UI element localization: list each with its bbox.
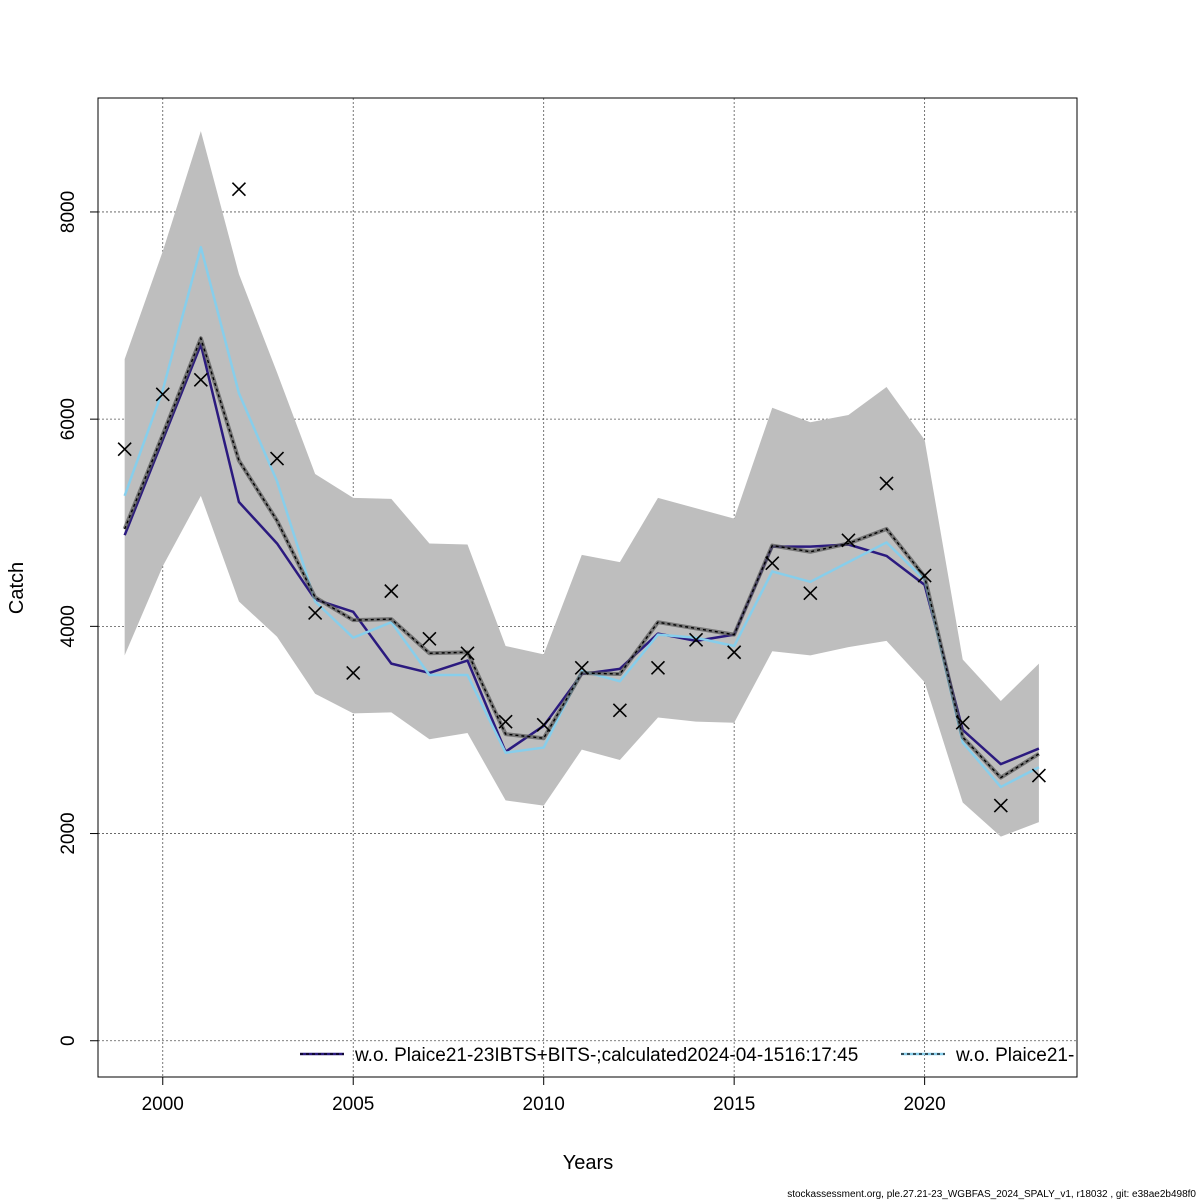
confidence-band-layer [124, 131, 1039, 837]
observation-point [384, 584, 399, 599]
x-tick-label: 2010 [523, 1094, 565, 1115]
observation-point [650, 660, 666, 675]
observation-point [803, 586, 818, 601]
x-axis: 2000 2005 2010 2015 2020 [142, 1077, 946, 1115]
observation-point [269, 451, 285, 466]
observation-point [346, 665, 361, 681]
footer-text: stockassessment.org, ple.27.21-23_WGBFAS… [787, 1189, 1196, 1200]
series-line-2 [123, 245, 1040, 789]
observation-point [536, 717, 551, 732]
legend-label-series-2: w.o. Plaice21- [955, 1045, 1074, 1066]
x-tick-label: 2015 [713, 1094, 755, 1115]
observation-point [460, 646, 475, 661]
observation-point [117, 442, 132, 457]
y-tick-label: 2000 [58, 812, 79, 854]
observation-point [955, 715, 970, 730]
observation-point [1031, 768, 1046, 783]
x-tick-label: 2000 [142, 1094, 184, 1115]
y-tick-label: 4000 [58, 605, 79, 647]
observation-point [993, 798, 1008, 813]
x-axis-title: Years [563, 1152, 613, 1174]
observation-point [193, 372, 208, 387]
y-axis: 0 2000 4000 6000 8000 [58, 191, 98, 1046]
x-tick-label: 2020 [903, 1094, 945, 1115]
observation-point [727, 645, 742, 660]
observation-point [689, 632, 704, 647]
observation-point [498, 714, 513, 729]
observation-point [574, 660, 589, 675]
observation-point [155, 387, 170, 402]
y-axis-title: Catch [6, 562, 28, 614]
observation-point [422, 631, 437, 646]
plot-frame [97, 97, 1078, 1078]
confidence-band [124, 131, 1039, 837]
legend: w.o. Plaice21-23IBTS+BITS-;calculated202… [300, 1045, 1074, 1066]
observation-point [917, 568, 932, 583]
observation-point [765, 556, 780, 571]
reference-line [124, 336, 1040, 779]
observation-layer [117, 182, 1046, 813]
observation-point [879, 476, 894, 491]
observation-point [308, 605, 323, 620]
x-tick-label: 2005 [332, 1094, 374, 1115]
y-tick-label: 0 [58, 1035, 79, 1046]
y-tick-label: 6000 [58, 398, 79, 440]
observation-point [231, 182, 247, 197]
observation-point [841, 533, 856, 548]
y-tick-label: 8000 [58, 191, 79, 233]
legend-label-series-1: w.o. Plaice21-23IBTS+BITS-;calculated202… [354, 1045, 858, 1066]
observation-point [612, 703, 627, 718]
series-layer [122, 245, 1040, 789]
